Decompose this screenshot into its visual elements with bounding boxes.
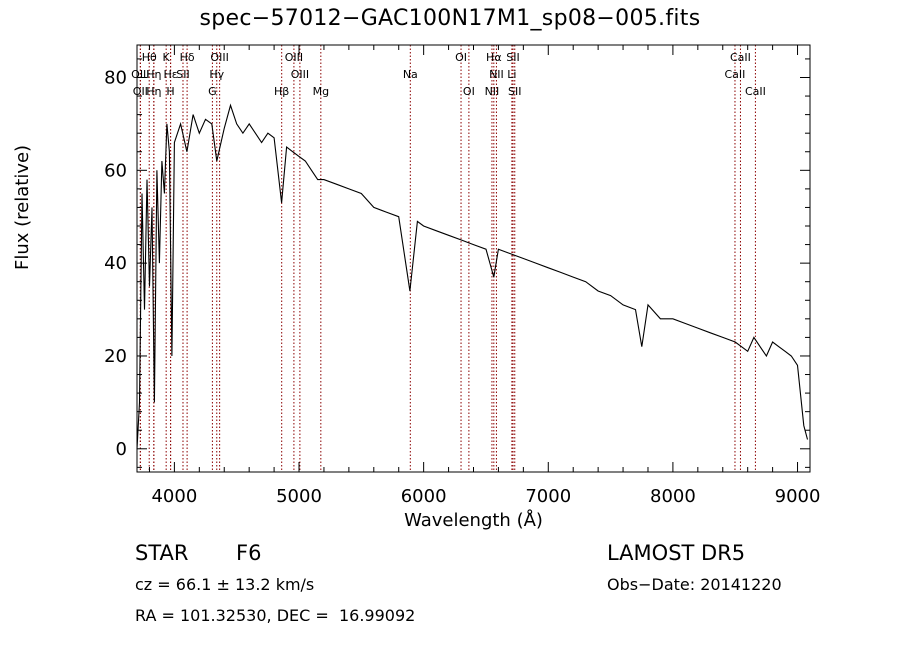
redshift-velocity: cz = 66.1 ± 13.2 km/s [135,575,315,594]
spectral-line-label: SII [506,51,519,64]
spectral-line-label: Hη [146,85,161,98]
y-tick-label: 60 [104,160,127,181]
y-tick-label: 0 [116,439,127,460]
spectral-line-label: CaII [725,68,746,81]
spectral-line-label: H [166,85,174,98]
spectral-line-label: OIII [285,51,303,64]
axis-ticks: 4000 5000 6000 7000 8000 9000 0 20 40 60 80 [104,45,820,507]
spectral-line-label: SII [508,85,521,98]
x-tick-label: 4000 [151,486,197,507]
y-tick-label: 20 [104,346,127,367]
spectral-line-label: Hβ [274,85,289,98]
spectral-line-label: CaII [745,85,766,98]
object-class: STAR [135,541,189,565]
spectral-line-label: OI [455,51,467,64]
spectral-line-label: Hη [146,68,161,81]
spectral-line-label: Na [403,68,418,81]
spectral-line-label: OIII [210,51,228,64]
spectral-line-label: Hα [486,51,502,64]
spectral-line-label: SII [176,68,189,81]
x-tick-label: 7000 [525,486,571,507]
spectral-line-label: CaII [730,51,751,64]
plot-frame [136,44,811,473]
spectral-line-label: Hε [164,68,178,81]
object-subclass: F6 [236,541,262,565]
x-tick-label: 9000 [775,486,821,507]
spectral-line-label: G [208,85,217,98]
survey-name: LAMOST DR5 [607,541,746,565]
y-tick-label: 40 [104,253,127,274]
coordinates: RA = 101.32530, DEC = 16.99092 [135,606,416,625]
flux-series-line [136,103,809,449]
chart-title: spec−57012−GAC100N17M1_sp08−005.fits [199,6,701,31]
spectral-line-label: Mg [313,85,329,98]
spectral-line-label: Li [507,68,516,81]
spectral-line-label: Hθ [142,51,157,64]
x-tick-label: 6000 [401,486,447,507]
x-axis-label: Wavelength (Å) [404,510,543,531]
x-tick-label: 8000 [650,486,696,507]
x-tick-label: 5000 [276,486,322,507]
y-axis-label: Flux (relative) [12,144,33,270]
spectral-line-label: NII [489,68,504,81]
spectral-line-label: K [163,51,171,64]
spectral-line-markers [139,45,756,472]
spectral-line-label: OI [463,85,475,98]
y-tick-label: 80 [104,67,127,88]
spectral-line-label: Hδ [180,51,195,64]
spectral-line-label: Hγ [209,68,224,81]
spectral-line-label: NII [485,85,500,98]
observation-date: Obs−Date: 20141220 [607,575,782,594]
spectral-line-label: OIII [291,68,309,81]
